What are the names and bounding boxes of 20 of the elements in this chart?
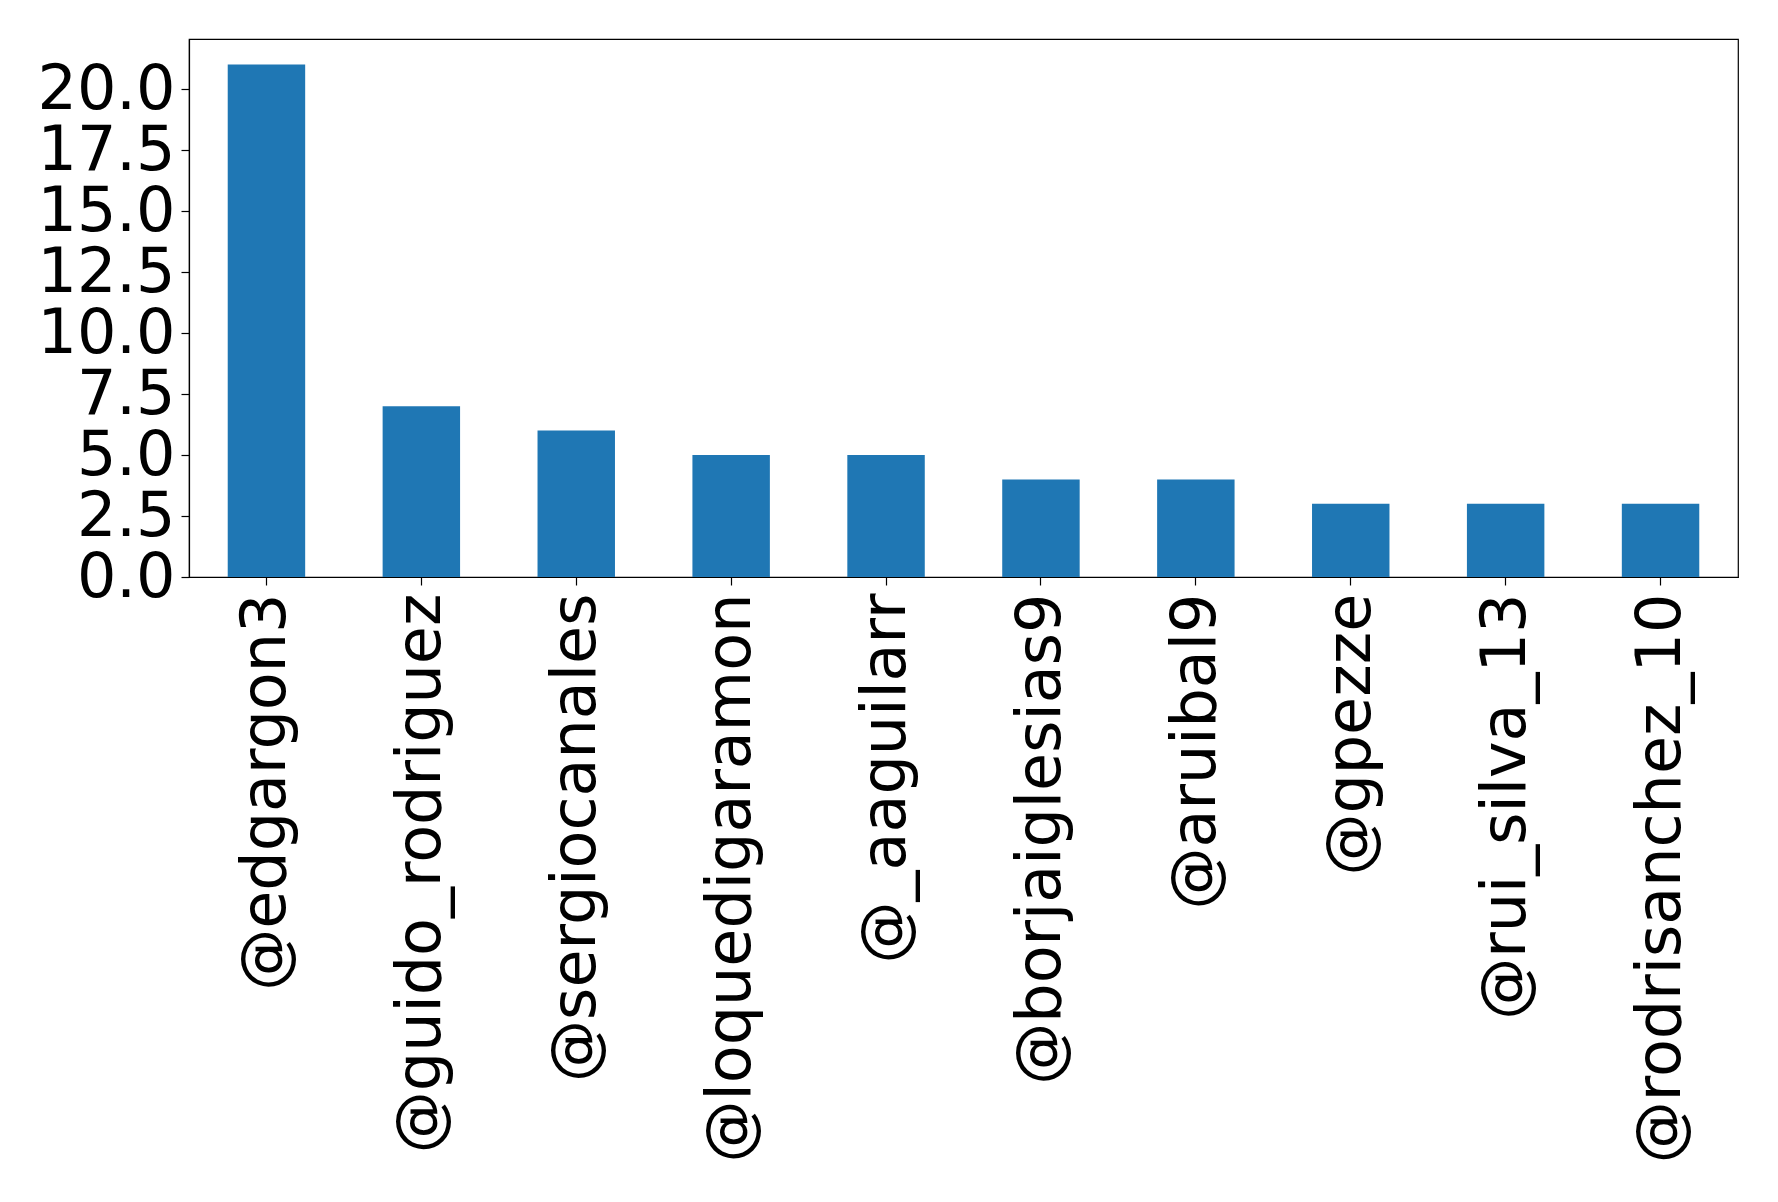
x-tick-label: @sergiocanales	[537, 593, 611, 1082]
x-tick-label: @loquedigaramon	[692, 593, 766, 1163]
x-tick-label: @_aaguilarr	[847, 593, 921, 964]
x-tick-label: @aruibal9	[1156, 593, 1230, 910]
bar	[537, 430, 615, 577]
bar	[227, 64, 306, 577]
x-tick-label: @rui_silva_13	[1466, 593, 1540, 1020]
x-tick-label: @guido_rodriguez	[382, 593, 456, 1154]
x-tick-label: @borjaiglesias9	[1001, 593, 1075, 1085]
bar	[847, 455, 925, 577]
bar	[692, 455, 770, 577]
x-tick-label: @rodrisanchez_10	[1621, 593, 1695, 1164]
bar	[1312, 503, 1390, 577]
x-tick-label: @gpezze	[1311, 593, 1385, 876]
bar	[1002, 479, 1080, 577]
bar	[1157, 479, 1235, 577]
bar	[1466, 503, 1545, 577]
bar	[1621, 503, 1700, 577]
bar	[382, 406, 461, 577]
x-tick-label: @edgargon3	[227, 593, 301, 991]
